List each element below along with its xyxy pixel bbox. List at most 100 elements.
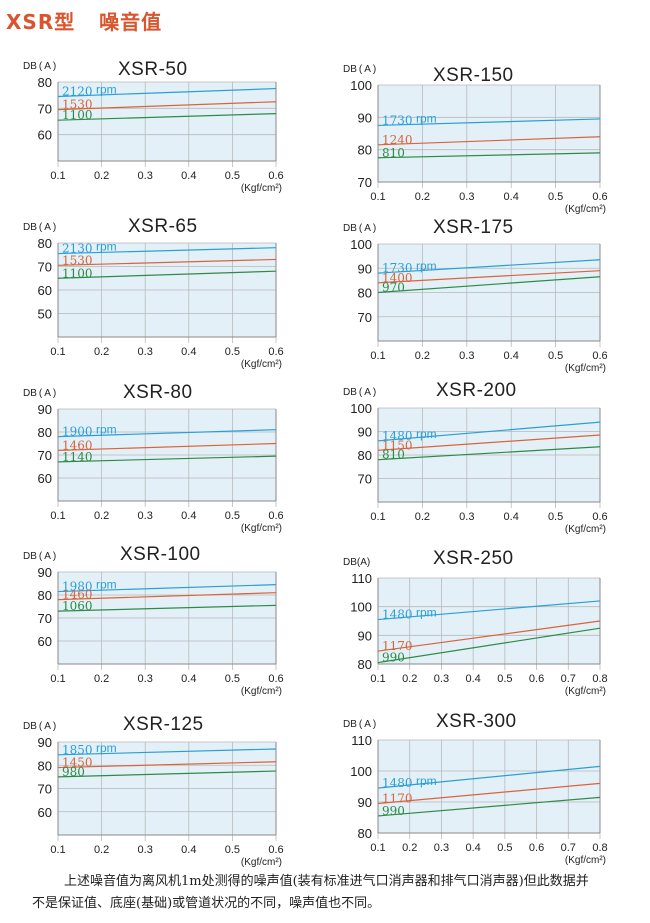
y-tick-label: 70 (38, 782, 52, 797)
y-axis-label: DB ( A ) (343, 719, 376, 730)
x-unit-label: (Kgf/cm²) (241, 359, 282, 370)
series-line-1480 (377, 421, 601, 442)
y-tick-label: 60 (38, 634, 52, 649)
plot-area (378, 578, 600, 664)
x-unit-label: (Kgf/cm²) (565, 686, 606, 697)
x-tick-label: 0.2 (415, 191, 430, 203)
chart-title: XSR-250 (433, 548, 514, 569)
x-tick-label: 0.5 (225, 170, 240, 182)
series-label-1480: 1480 (382, 429, 413, 443)
x-tick-label: 0.2 (402, 842, 417, 854)
series-label-1850: 1850 (62, 743, 93, 757)
y-tick-label: 100 (350, 237, 372, 252)
x-tick-label: 0.5 (497, 673, 512, 685)
y-tick-label: 100 (350, 401, 372, 416)
x-tick-label: 0.4 (181, 844, 196, 856)
x-tick-label: 0.1 (370, 673, 385, 685)
x-tick-label: 0.7 (561, 673, 576, 685)
x-tick-label: 0.2 (94, 673, 109, 685)
x-tick-label: 0.5 (548, 350, 563, 362)
x-tick-label: 0.3 (138, 346, 153, 358)
x-tick-label: 0.5 (225, 510, 240, 522)
series-line-1240 (377, 136, 601, 146)
chart-title: XSR-50 (118, 59, 188, 80)
plot-area (378, 85, 600, 182)
y-tick-label: 90 (358, 110, 372, 125)
x-tick-label: 0.5 (225, 844, 240, 856)
x-unit-label: (Kgf/cm²) (565, 363, 606, 374)
series-line-1140 (57, 455, 277, 463)
chart-title: XSR-100 (120, 544, 201, 565)
chart-title: XSR-150 (433, 65, 514, 86)
y-tick-label: 70 (38, 101, 52, 116)
x-tick-label: 0.6 (268, 510, 283, 522)
y-tick-label: 80 (38, 75, 52, 90)
x-tick-label: 0.6 (529, 673, 544, 685)
x-tick-label: 0.3 (138, 673, 153, 685)
x-tick-label: 0.4 (465, 842, 480, 854)
y-axis-label: DB ( A ) (343, 223, 376, 234)
series-label-810: 810 (382, 448, 405, 462)
y-tick-label: 90 (358, 261, 372, 276)
x-tick-label: 0.6 (592, 350, 607, 362)
x-tick-label: 0.4 (504, 191, 519, 203)
x-tick-label: 0.3 (459, 511, 474, 523)
series-label-1150: 1150 (382, 438, 413, 452)
y-tick-label: 70 (358, 175, 372, 190)
chart-title: XSR-65 (128, 216, 198, 237)
x-tick-label: 0.3 (459, 350, 474, 362)
rpm-label: rpm (96, 82, 117, 96)
y-tick-label: 80 (358, 657, 372, 672)
chart-xsr-250: 0.1 0.2 0.3 0.4 0.5 0.6 0.7 0.8 110 100 90 80 1480 11… (343, 548, 608, 697)
chart-title: XSR-125 (123, 714, 204, 735)
y-tick-label: 60 (38, 471, 52, 486)
x-tick-label: 0.3 (138, 170, 153, 182)
y-tick-label: 110 (351, 733, 372, 748)
rpm-label: rpm (96, 578, 117, 592)
series-line-990 (377, 796, 601, 817)
x-tick-label: 0.2 (94, 346, 109, 358)
x-tick-label: 0.4 (504, 350, 519, 362)
series-line-1170 (377, 620, 601, 652)
x-tick-label: 0.6 (592, 191, 607, 203)
series-label-980: 980 (62, 765, 85, 779)
x-tick-label: 0.4 (181, 170, 196, 182)
y-tick-label: 90 (358, 425, 372, 440)
chart-title: XSR-175 (433, 217, 514, 238)
rpm-label: rpm (416, 427, 437, 441)
y-axis-label: DB ( A ) (23, 388, 56, 399)
y-tick-label: 50 (38, 307, 52, 322)
series-label-1530: 1530 (62, 98, 93, 112)
x-tick-label: 0.4 (181, 510, 196, 522)
y-tick-label: 80 (358, 286, 372, 301)
x-tick-label: 0.4 (504, 511, 519, 523)
series-label-1450: 1450 (62, 756, 93, 770)
y-tick-label: 70 (38, 611, 52, 626)
x-tick-label: 0.1 (50, 673, 65, 685)
series-line-1900 (57, 429, 277, 438)
x-tick-label: 0.4 (181, 346, 196, 358)
y-tick-label: 100 (350, 764, 372, 779)
series-label-1100: 1100 (62, 108, 93, 122)
x-unit-label: (Kgf/cm²) (241, 183, 282, 194)
y-tick-label: 80 (358, 143, 372, 158)
y-tick-label: 90 (358, 628, 372, 643)
x-tick-label: 0.4 (181, 673, 196, 685)
x-tick-label: 0.5 (225, 346, 240, 358)
y-tick-label: 70 (38, 260, 52, 275)
x-tick-label: 0.3 (434, 842, 449, 854)
rpm-label: rpm (96, 741, 117, 755)
y-tick-label: 70 (358, 310, 372, 325)
series-line-1530 (57, 101, 277, 111)
series-line-1150 (377, 434, 601, 451)
series-line-810 (377, 152, 601, 159)
y-axis-label: DB ( A ) (23, 222, 56, 233)
x-tick-label: 0.1 (50, 844, 65, 856)
x-tick-label: 0.3 (138, 510, 153, 522)
x-unit-label: (Kgf/cm²) (241, 686, 282, 697)
x-tick-label: 0.6 (529, 842, 544, 854)
series-line-2130 (57, 247, 277, 255)
